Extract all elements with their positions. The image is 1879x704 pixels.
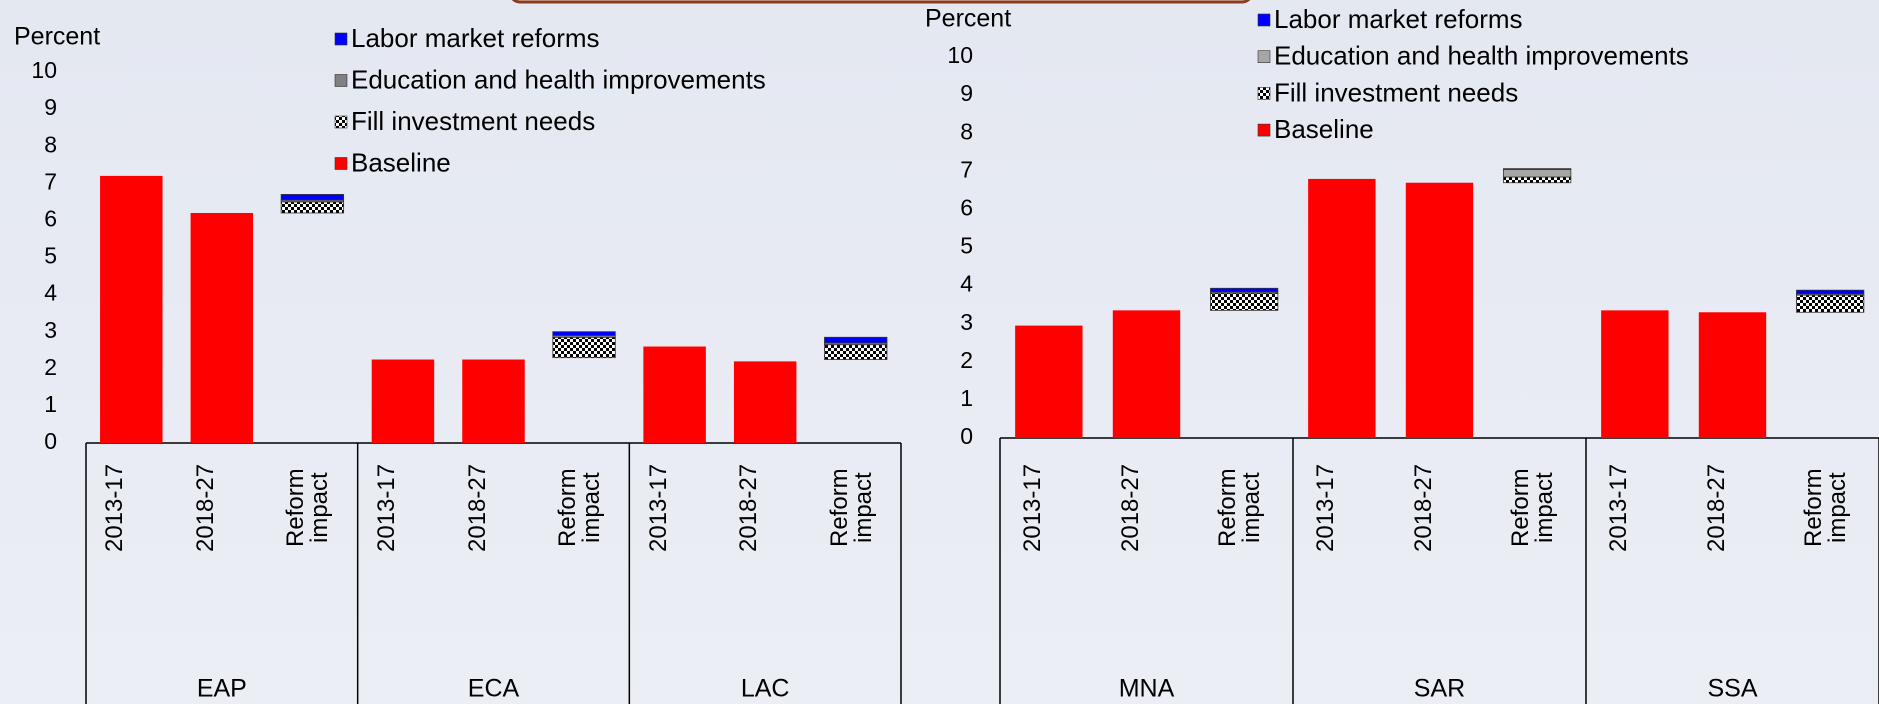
legend-swatch — [1257, 123, 1271, 137]
legend-label: Labor market reforms — [351, 23, 600, 53]
y-tick-label: 0 — [960, 423, 973, 449]
y-tick-label: 6 — [960, 194, 973, 220]
bar — [462, 359, 525, 443]
bar-base — [281, 213, 343, 443]
x-tick-label: Reform impact — [1507, 468, 1559, 548]
bar — [824, 336, 888, 344]
x-tick-label: Reform impact — [554, 468, 606, 548]
y-tick-label: 9 — [44, 94, 57, 120]
bar — [1308, 178, 1376, 439]
y-tick-label: 9 — [960, 80, 973, 106]
legend-swatch — [334, 32, 348, 46]
y-tick-label: 3 — [960, 309, 973, 335]
y-tick-label: 7 — [44, 168, 57, 194]
x-tick-label: Reform impact — [825, 468, 877, 548]
x-tick-label: Reform impact — [1800, 468, 1852, 548]
group-label: LAC — [741, 675, 790, 703]
bar-base — [1210, 310, 1277, 438]
x-tick-label: Reform impact — [1214, 468, 1266, 548]
bar — [1796, 289, 1865, 295]
bar — [1405, 182, 1474, 438]
bar-base — [1503, 183, 1570, 438]
y-tick-label: 1 — [44, 391, 57, 417]
legend-label: Baseline — [351, 147, 451, 177]
x-tick-label: 2013-17 — [1311, 463, 1339, 553]
bar-base — [824, 360, 886, 443]
y-tick-label: 8 — [44, 131, 57, 157]
legend-label: Fill investment needs — [1274, 77, 1518, 107]
group-label: ECA — [468, 675, 520, 703]
bar — [1210, 292, 1279, 311]
legend-label: Baseline — [1274, 114, 1374, 144]
x-tick-label: 2018-27 — [191, 463, 219, 553]
bar — [1503, 176, 1572, 184]
bar — [733, 361, 797, 443]
x-tick-label: Reform impact — [282, 468, 334, 548]
group-label: SAR — [1414, 675, 1465, 703]
legend-swatch — [334, 157, 348, 170]
bar — [100, 175, 163, 443]
y-tick-label: 2 — [960, 347, 973, 373]
y-tick-label: 5 — [960, 233, 973, 259]
legend-swatch — [1257, 50, 1271, 64]
bar — [552, 336, 616, 359]
y-axis-label: Percent — [925, 5, 1011, 33]
x-tick-label: 2013-17 — [372, 463, 400, 553]
y-tick-label: 4 — [44, 280, 57, 306]
legend-label: Education and health improvements — [1274, 41, 1689, 71]
y-tick-label: 2 — [44, 354, 57, 380]
group-label: SSA — [1707, 675, 1757, 703]
y-tick-label: 7 — [960, 156, 973, 182]
x-tick-label: 2018-27 — [1409, 463, 1437, 553]
bar — [1796, 294, 1865, 313]
x-tick-label: 2018-27 — [463, 463, 491, 553]
y-tick-label: 5 — [44, 243, 57, 269]
bar — [1503, 168, 1572, 178]
x-tick-label: 2013-17 — [1018, 463, 1046, 553]
legend-swatch — [1257, 87, 1271, 100]
y-tick-label: 10 — [31, 57, 57, 83]
x-tick-label: 2013-17 — [644, 463, 672, 553]
bar — [1503, 168, 1572, 170]
y-tick-label: 4 — [960, 271, 973, 297]
bar — [1112, 310, 1181, 438]
bar — [1210, 287, 1279, 293]
y-tick-label: 1 — [960, 385, 973, 411]
bar — [371, 359, 435, 443]
bar — [190, 212, 254, 443]
bar — [1698, 312, 1767, 438]
bar — [824, 344, 888, 360]
bar — [643, 346, 706, 443]
legend-label: Fill investment needs — [351, 106, 595, 136]
y-tick-label: 8 — [960, 118, 973, 144]
bar — [280, 201, 345, 214]
x-tick-label: 2018-27 — [1116, 463, 1144, 553]
x-tick-label: 2013-17 — [1604, 463, 1632, 553]
bar — [1015, 325, 1083, 438]
legend-swatch — [334, 74, 348, 87]
bar — [552, 331, 616, 336]
x-tick-label: 2013-17 — [101, 463, 129, 553]
x-tick-label: 2018-27 — [735, 463, 763, 553]
legend-label: Education and health improvements — [351, 64, 766, 94]
y-tick-label: 10 — [947, 42, 973, 68]
y-tick-label: 0 — [44, 428, 57, 454]
group-label: MNA — [1119, 675, 1175, 703]
y-axis-label: Percent — [14, 23, 100, 51]
legend-swatch — [1257, 13, 1271, 27]
legend-swatch — [334, 115, 348, 129]
y-tick-label: 3 — [44, 317, 57, 343]
legend-label: Labor market reforms — [1274, 4, 1523, 34]
x-tick-label: 2018-27 — [1702, 463, 1730, 553]
bar — [1601, 310, 1669, 438]
y-tick-label: 6 — [44, 205, 57, 231]
banner — [511, 0, 1251, 4]
bar — [280, 194, 345, 201]
bar-base — [1796, 312, 1863, 438]
bar-base — [553, 358, 615, 443]
group-label: EAP — [197, 675, 247, 703]
